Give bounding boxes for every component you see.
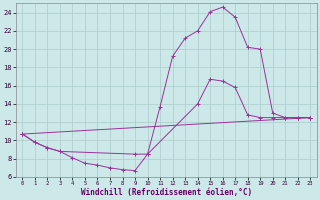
X-axis label: Windchill (Refroidissement éolien,°C): Windchill (Refroidissement éolien,°C): [81, 188, 252, 197]
